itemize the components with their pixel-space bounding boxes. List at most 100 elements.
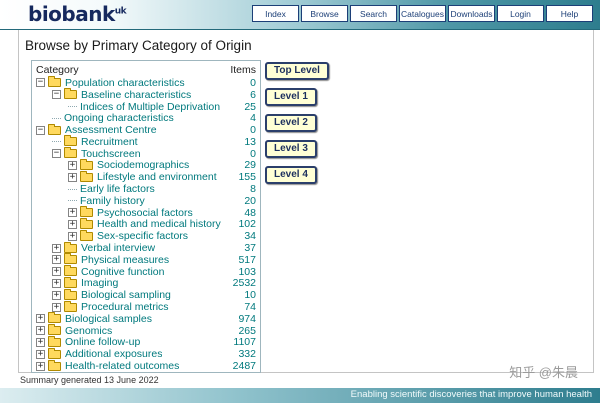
tree-toggle-icon[interactable]: + xyxy=(52,301,61,312)
folder-icon xyxy=(48,359,61,371)
tree-node-items-count: 4 xyxy=(250,112,256,125)
tree-toggle-icon[interactable]: + xyxy=(68,159,77,170)
tree-node-label[interactable]: Psychosocial factors xyxy=(97,206,193,219)
tree-node-label[interactable]: Lifestyle and environment xyxy=(97,171,217,184)
tree-toggle-icon[interactable]: + xyxy=(52,254,61,265)
tree-toggle-icon[interactable]: + xyxy=(52,289,61,300)
tree-node-label[interactable]: Cognitive function xyxy=(81,265,165,278)
tree-node[interactable]: + Health and medical history 102 xyxy=(36,217,256,231)
tree-node-label[interactable]: Early life factors xyxy=(80,183,155,196)
tree-node[interactable]: + Psychosocial factors 48 xyxy=(36,206,256,219)
tree-node[interactable]: Recruitment 13 xyxy=(36,135,256,148)
tree-node[interactable]: − Population characteristics 0 xyxy=(36,76,256,89)
tree-indent xyxy=(36,94,52,95)
tree-toggle-icon[interactable]: + xyxy=(68,218,77,229)
tree-node-label[interactable]: Verbal interview xyxy=(81,242,156,255)
tree-indent xyxy=(36,295,52,296)
tree-node-label[interactable]: Touchscreen xyxy=(81,147,141,160)
tree-node-items-count: 29 xyxy=(244,159,256,172)
main-panel: Browse by Primary Category of Origin Cat… xyxy=(18,30,594,373)
level-button-level-3[interactable]: Level 3 xyxy=(265,140,317,158)
tagline-text: Enabling scientific discoveries that imp… xyxy=(350,389,592,400)
tree-node[interactable]: + Verbal interview 37 xyxy=(36,241,256,255)
tree-node-label[interactable]: Biological samples xyxy=(65,312,152,325)
nav-button-login[interactable]: Login xyxy=(497,5,544,22)
tree-node-label[interactable]: Sex-specific factors xyxy=(97,230,189,243)
tree-toggle-icon[interactable]: + xyxy=(36,336,45,347)
tree-node-label[interactable]: Imaging xyxy=(81,277,119,290)
nav-button-downloads[interactable]: Downloads xyxy=(448,5,495,22)
tree-node-label[interactable]: Biological sampling xyxy=(81,289,171,302)
tree-node[interactable]: + Health-related outcomes 2487 xyxy=(36,359,256,373)
nav-button-search[interactable]: Search xyxy=(350,5,397,22)
tree-node-items-count: 37 xyxy=(244,242,256,255)
tree-node[interactable]: + Cognitive function 103 xyxy=(36,265,256,278)
tree-toggle-icon[interactable]: + xyxy=(52,266,61,277)
tree-node-label[interactable]: Ongoing characteristics xyxy=(64,112,174,125)
tree-toggle-icon[interactable]: + xyxy=(36,348,45,359)
tree-toggle-icon[interactable]: + xyxy=(36,313,45,324)
tree-node-label[interactable]: Baseline characteristics xyxy=(81,88,192,101)
biobank-logo[interactable]: biobankuk xyxy=(28,2,127,26)
tree-node[interactable]: + Biological samples 974 xyxy=(36,312,256,325)
level-button-level-1[interactable]: Level 1 xyxy=(265,88,317,106)
tree-node[interactable]: − Assessment Centre 0 xyxy=(36,123,256,137)
level-button-top-level[interactable]: Top Level xyxy=(265,62,329,80)
tree-node[interactable]: + Sex-specific factors 34 xyxy=(36,229,256,243)
tree-node-items-count: 8 xyxy=(250,183,256,196)
tree-node-label[interactable]: Sociodemographics xyxy=(97,159,190,172)
tree-node-label[interactable]: Indices of Multiple Deprivation xyxy=(80,100,221,113)
nav-button-browse[interactable]: Browse xyxy=(301,5,348,22)
tree-connector xyxy=(68,188,77,190)
level-button-level-4[interactable]: Level 4 xyxy=(265,166,317,184)
tree-node[interactable]: Early life factors 8 xyxy=(36,183,256,195)
tree-toggle-icon[interactable]: + xyxy=(68,207,77,218)
column-header-category: Category xyxy=(36,64,79,76)
tree-node[interactable]: − Touchscreen 0 xyxy=(36,147,256,160)
folder-icon xyxy=(48,335,61,347)
tree-toggle-icon[interactable]: + xyxy=(52,242,61,253)
tree-node[interactable]: + Imaging 2532 xyxy=(36,276,256,290)
tree-node-label[interactable]: Physical measures xyxy=(81,253,170,266)
tree-node-label[interactable]: Population characteristics xyxy=(65,76,185,89)
tree-node-label[interactable]: Genomics xyxy=(65,324,113,337)
tree-toggle-icon[interactable]: + xyxy=(68,171,77,182)
tree-toggle-icon[interactable]: − xyxy=(52,148,61,159)
tree-indent xyxy=(36,236,68,237)
tree-node[interactable]: − Baseline characteristics 6 xyxy=(36,88,256,101)
tree-node-label[interactable]: Health and medical history xyxy=(97,218,221,231)
tree-node-label[interactable]: Procedural metrics xyxy=(81,301,169,314)
tree-toggle-icon[interactable]: − xyxy=(36,77,45,88)
tree-node-label[interactable]: Online follow-up xyxy=(65,336,141,349)
tree-node-label[interactable]: Health-related outcomes xyxy=(65,360,180,373)
tree-node[interactable]: + Genomics 265 xyxy=(36,324,256,337)
tree-node-label[interactable]: Additional exposures xyxy=(65,348,163,361)
tree-node[interactable]: + Lifestyle and environment 155 xyxy=(36,170,256,184)
level-button-level-2[interactable]: Level 2 xyxy=(265,114,317,132)
tree-node-items-count: 0 xyxy=(250,124,256,137)
tree-node[interactable]: Ongoing characteristics 4 xyxy=(36,112,256,124)
tree-node-label[interactable]: Recruitment xyxy=(81,135,138,148)
tree-node-label[interactable]: Family history xyxy=(80,194,145,207)
tree-toggle-icon[interactable]: + xyxy=(36,325,45,336)
tree-node[interactable]: Family history 20 xyxy=(36,195,256,207)
tree-toggle-icon[interactable]: + xyxy=(68,230,77,241)
tree-node[interactable]: + Procedural metrics 74 xyxy=(36,300,256,314)
nav-button-help[interactable]: Help xyxy=(546,5,593,22)
tree-toggle-icon[interactable]: − xyxy=(52,89,61,100)
tree-node[interactable]: Indices of Multiple Deprivation 25 xyxy=(36,101,256,113)
tree-node[interactable]: + Online follow-up 1107 xyxy=(36,335,256,349)
nav-button-index[interactable]: Index xyxy=(252,5,299,22)
tree-indent xyxy=(36,224,68,225)
tree-node[interactable]: + Sociodemographics 29 xyxy=(36,158,256,172)
tree-node[interactable]: + Additional exposures 332 xyxy=(36,347,256,361)
tree-toggle-icon[interactable]: − xyxy=(36,124,45,135)
nav-button-catalogues[interactable]: Catalogues xyxy=(399,5,446,22)
bottom-bar: Enabling scientific discoveries that imp… xyxy=(0,388,600,403)
tree-node-items-count: 0 xyxy=(250,76,256,89)
tree-toggle-icon[interactable]: + xyxy=(52,277,61,288)
tree-toggle-icon[interactable]: + xyxy=(36,360,45,371)
tree-node-label[interactable]: Assessment Centre xyxy=(65,124,157,137)
tree-node[interactable]: + Physical measures 517 xyxy=(36,253,256,266)
tree-node[interactable]: + Biological sampling 10 xyxy=(36,288,256,302)
